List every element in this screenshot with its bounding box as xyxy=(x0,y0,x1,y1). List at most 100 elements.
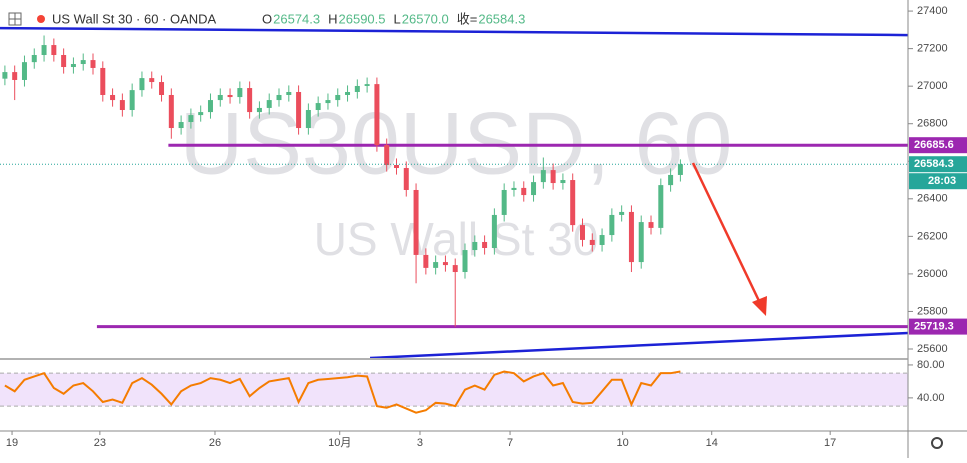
candle-body xyxy=(51,45,57,56)
arrow xyxy=(691,162,767,316)
candle-body xyxy=(433,262,439,268)
candle-body xyxy=(501,189,507,215)
candle-body xyxy=(658,185,664,228)
legend-key: L xyxy=(394,11,401,26)
candle-body xyxy=(579,225,585,240)
candle-body xyxy=(61,55,67,68)
candle-body xyxy=(531,182,537,196)
candle-body xyxy=(237,88,243,98)
y-tick-label: 27400 xyxy=(917,5,948,17)
candle-body xyxy=(12,72,18,80)
candle-body xyxy=(159,82,165,95)
candle-body xyxy=(90,60,96,68)
candle-body xyxy=(393,165,399,169)
candle-body xyxy=(482,241,488,248)
candle-body xyxy=(423,254,429,268)
candle-body xyxy=(41,45,47,56)
x-tick-label: 3 xyxy=(417,437,423,449)
candle-body xyxy=(286,91,292,95)
candle-body xyxy=(80,60,86,65)
x-tick-label: 17 xyxy=(824,437,836,449)
candle-body xyxy=(570,180,576,226)
legend-key: 收= xyxy=(457,11,478,26)
settings-icon[interactable] xyxy=(931,437,943,449)
candle-body xyxy=(119,100,125,111)
legend-value: 26590.5 xyxy=(339,11,386,26)
legend-value: 26584.3 xyxy=(478,11,525,26)
level-label-box xyxy=(909,137,967,154)
watermark: US30USD, 60 xyxy=(180,93,733,192)
x-tick-label: 23 xyxy=(94,437,106,449)
candle-body xyxy=(619,211,625,215)
legend-value: 26570.0 xyxy=(402,11,449,26)
candle-body xyxy=(325,100,331,104)
candle-body xyxy=(677,164,683,175)
legend-value: 26574.3 xyxy=(273,11,320,26)
candle-body xyxy=(540,170,546,183)
level-label: 26685.6 xyxy=(914,139,954,151)
candle-body xyxy=(129,90,135,111)
candle-body xyxy=(384,145,390,166)
symbol-title: US Wall St 30 · 60 · OANDA xyxy=(52,11,217,26)
level-label-box xyxy=(909,318,967,335)
x-tick-label: 26 xyxy=(209,437,221,449)
candle-body xyxy=(149,78,155,83)
trendline xyxy=(369,331,908,358)
candle-body xyxy=(648,222,654,228)
legend-key: O xyxy=(262,11,272,26)
rsi-band xyxy=(0,373,908,407)
candle-body xyxy=(178,122,184,129)
legend-key: H xyxy=(328,11,337,26)
candle-body xyxy=(668,174,674,186)
candle-body xyxy=(276,94,282,101)
y-tick-label: 26800 xyxy=(917,118,948,130)
candle-body xyxy=(413,189,419,255)
main-pane xyxy=(0,26,908,358)
y-tick-label: 26400 xyxy=(917,193,948,205)
candle-body xyxy=(139,78,145,91)
candle-body xyxy=(296,91,302,129)
x-tick-label: 7 xyxy=(507,437,513,449)
candle-body xyxy=(609,214,615,236)
candle-body xyxy=(315,103,321,111)
candle-body xyxy=(207,100,213,113)
candle-body xyxy=(521,187,527,196)
candle-body xyxy=(345,91,351,95)
y-tick-label: 80.00 xyxy=(917,359,945,371)
y-tick-label: 25800 xyxy=(917,305,948,317)
candle-body xyxy=(31,55,37,63)
candle-body xyxy=(599,235,605,245)
x-tick-label: 19 xyxy=(6,437,18,449)
candle-body xyxy=(462,250,468,273)
last-price-box xyxy=(909,156,967,173)
last-price-label: 26584.3 xyxy=(914,158,954,170)
candle-body xyxy=(364,84,370,86)
status-dot xyxy=(37,15,45,23)
candle-body xyxy=(227,94,233,98)
candle-body xyxy=(452,265,458,273)
countdown-box xyxy=(909,173,967,190)
y-tick-label: 40.00 xyxy=(917,392,945,404)
candle-body xyxy=(550,170,556,184)
y-tick-label: 26200 xyxy=(917,230,948,242)
y-tick-label: 27000 xyxy=(917,80,948,92)
candle-body xyxy=(354,85,360,92)
candle-body xyxy=(247,88,253,113)
candle-body xyxy=(628,211,634,263)
candle-body xyxy=(442,262,448,266)
y-tick-label: 27200 xyxy=(917,43,948,55)
x-tick-label: 10 xyxy=(617,437,629,449)
x-tick-label: 14 xyxy=(706,437,718,449)
candle-body xyxy=(589,239,595,245)
candle-body xyxy=(100,67,106,95)
candle-body xyxy=(491,214,497,248)
candle-body xyxy=(560,180,566,184)
candle-body xyxy=(472,241,478,251)
candle-body xyxy=(374,84,380,146)
candle-body xyxy=(188,115,194,123)
watermark-sub: US Wall St 30 xyxy=(314,213,599,265)
candle-body xyxy=(110,94,116,101)
y-tick-label: 25600 xyxy=(917,343,948,355)
candle-body xyxy=(2,72,8,79)
x-tick-label: 10月 xyxy=(328,437,351,449)
